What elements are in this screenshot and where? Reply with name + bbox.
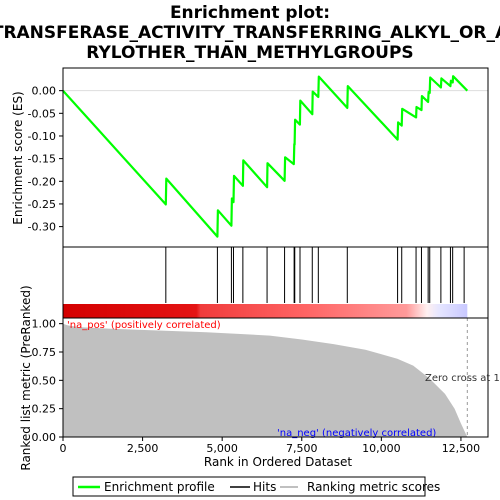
rm-frame bbox=[62, 317, 489, 438]
es-y-tick-label: -0.20 bbox=[28, 175, 56, 188]
zero-cross-label: Zero cross at 1 bbox=[425, 373, 500, 384]
x-tick-label: 0 bbox=[60, 442, 67, 455]
es-y-axis-label: Enrichment score (ES) bbox=[11, 91, 25, 224]
es-y-ticks: 0.00 -0.05 -0.10 -0.15 -0.20 -0.25 -0.30 bbox=[28, 85, 63, 234]
rank-color-bar bbox=[63, 304, 468, 318]
rm-y-axis-label: Ranked list metric (PreRanked) bbox=[19, 285, 33, 470]
x-tick-label: 2,500 bbox=[127, 442, 159, 455]
es-y-tick-label: -0.25 bbox=[28, 198, 56, 211]
rm-y-tick-label: 0.25 bbox=[32, 403, 57, 416]
legend-label-enrichment: Enrichment profile bbox=[104, 480, 215, 494]
positive-correlation-label: 'na_pos' (positively correlated) bbox=[67, 320, 221, 331]
es-y-tick-label: -0.10 bbox=[28, 130, 56, 143]
negative-correlation-label: 'na_neg' (negatively correlated) bbox=[277, 428, 436, 439]
es-y-tick-label: 0.00 bbox=[32, 85, 57, 98]
rm-y-tick-label: 1.00 bbox=[32, 318, 57, 331]
rm-y-tick-label: 0.00 bbox=[32, 431, 57, 444]
rm-y-ticks: 0.00 0.25 0.50 0.75 1.00 bbox=[32, 318, 63, 444]
x-axis-label: Rank in Ordered Dataset bbox=[204, 455, 352, 469]
x-tick-label: 7,500 bbox=[286, 442, 318, 455]
legend-label-hits: Hits bbox=[253, 480, 276, 494]
title-line-1: Enrichment plot: bbox=[170, 3, 330, 23]
rm-y-tick-label: 0.50 bbox=[32, 374, 57, 387]
x-tick-label: 10,000 bbox=[362, 442, 401, 455]
legend-label-ranking: Ranking metric scores bbox=[307, 480, 440, 494]
es-y-tick-label: -0.15 bbox=[28, 153, 56, 166]
es-frame bbox=[62, 67, 489, 248]
title-line-3: RYLOTHER_THAN_METHYLGROUPS bbox=[86, 43, 413, 63]
enrichment-panel: 0.00 -0.05 -0.10 -0.15 -0.20 -0.25 -0.30 Enric… bbox=[11, 67, 489, 248]
ranking-panel: 0.00 0.25 0.50 0.75 1.00 'na_pos' (positivel… bbox=[19, 285, 500, 470]
enrichment-profile-line bbox=[62, 75, 469, 238]
es-y-tick-label: -0.05 bbox=[28, 107, 56, 120]
x-tick-label: 5,000 bbox=[206, 442, 238, 455]
hits-panel bbox=[62, 246, 489, 319]
x-ticks: 0 2,500 5,000 7,500 10,000 12,500 bbox=[60, 437, 481, 455]
legend: Enrichment profile Hits Ranking metric s… bbox=[72, 476, 440, 497]
hit-lines bbox=[165, 247, 465, 303]
ranking-metric-area bbox=[63, 323, 468, 437]
title-line-2: TRANSFERASE_ACTIVITY_TRANSFERRING_ALKYL_… bbox=[0, 23, 500, 43]
x-tick-label: 12,500 bbox=[442, 442, 481, 455]
rm-y-tick-label: 0.75 bbox=[32, 346, 57, 359]
es-y-tick-label: -0.30 bbox=[28, 221, 56, 234]
